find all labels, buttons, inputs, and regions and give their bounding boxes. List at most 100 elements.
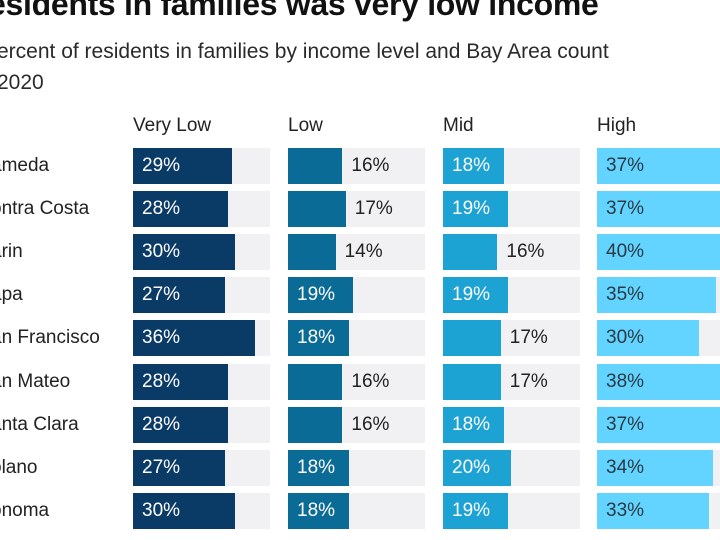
bar-mid (443, 406, 505, 443)
value-label: 18% (297, 327, 336, 349)
bar-track: 17% (443, 363, 580, 400)
bar-mid (443, 277, 508, 314)
value-label: 16% (506, 241, 545, 263)
bar-track: 29% (133, 148, 270, 184)
county-label: an Mateo (0, 370, 71, 392)
value-label: 30% (142, 241, 181, 263)
bar-track: 33% (597, 492, 720, 529)
bar-track: 19% (443, 492, 580, 529)
value-label: 19% (452, 198, 491, 220)
value-label: 19% (452, 284, 491, 306)
bar-very-low (133, 148, 232, 184)
bar-high (597, 363, 720, 400)
bar-low (288, 363, 343, 400)
bar-mid (443, 148, 505, 184)
value-label: 17% (509, 370, 548, 392)
bar-track: 37% (597, 191, 720, 228)
panel-header-low: Low (288, 115, 323, 136)
value-label: 38% (606, 370, 645, 392)
value-label: 18% (297, 456, 336, 478)
value-label: 20% (452, 456, 491, 478)
value-label: 37% (606, 155, 645, 176)
bar-track: 28% (133, 363, 270, 400)
value-label: 18% (452, 413, 491, 435)
bar-high (597, 449, 713, 486)
bar-low (288, 191, 346, 228)
bar-track: 19% (288, 277, 425, 314)
bar-very-low (133, 406, 229, 443)
bar-track: 14% (288, 234, 425, 271)
county-label: olano (0, 456, 38, 478)
bar-track: 37% (597, 148, 720, 184)
bar-track: 36% (133, 320, 270, 357)
bar-track: 20% (443, 449, 580, 486)
value-label: 18% (297, 499, 336, 521)
bar-track: 27% (133, 449, 270, 486)
value-label: 14% (344, 241, 383, 263)
value-label: 16% (351, 413, 390, 435)
bar-high (597, 320, 699, 357)
bar-mid (443, 492, 508, 529)
county-label: ontra Costa (0, 198, 90, 220)
county-label: apa (0, 284, 23, 306)
value-label: 17% (354, 198, 393, 220)
bar-high (597, 406, 720, 443)
bar-track: 28% (133, 406, 270, 443)
bar-track: 17% (443, 320, 580, 357)
county-label: ameda (0, 155, 50, 176)
bar-track: 28% (133, 191, 270, 228)
panel-header-mid: Mid (443, 115, 474, 136)
bar-very-low (133, 492, 235, 529)
bar-track: 27% (133, 277, 270, 314)
subtitle-line-2: 2020 (0, 71, 44, 94)
bar-mid (443, 363, 501, 400)
bar-mid (443, 320, 501, 357)
value-label: 17% (509, 327, 548, 349)
subtitle-line-1: ercent of residents in families by incom… (0, 40, 609, 63)
bar-track: 18% (443, 148, 580, 184)
bar-low (288, 492, 350, 529)
bar-track: 16% (443, 234, 580, 271)
bar-high (597, 234, 720, 271)
value-label: 35% (606, 284, 645, 306)
bar-track: 18% (288, 320, 425, 357)
county-label: an Francisco (0, 327, 100, 349)
bar-track: 16% (288, 406, 425, 443)
bar-track: 35% (597, 277, 720, 314)
bar-very-low (133, 320, 256, 357)
value-label: 18% (452, 155, 491, 176)
bar-mid (443, 449, 511, 486)
value-label: 40% (606, 241, 645, 263)
bar-low (288, 148, 343, 184)
bar-track: 18% (288, 492, 425, 529)
bar-low (288, 320, 350, 357)
value-label: 19% (452, 499, 491, 521)
value-label: 19% (297, 284, 336, 306)
chart-subtitle: ercent of residents in families by incom… (0, 36, 609, 98)
bar-very-low (133, 277, 225, 314)
value-label: 28% (142, 413, 181, 435)
bar-track: 37% (597, 406, 720, 443)
value-label: 37% (606, 413, 645, 435)
value-label: 34% (606, 456, 645, 478)
value-label: 16% (351, 370, 390, 392)
bar-track: 19% (443, 277, 580, 314)
bar-low (288, 234, 336, 271)
value-label: 30% (606, 327, 645, 349)
bar-high (597, 191, 720, 228)
bar-track: 38% (597, 363, 720, 400)
bar-very-low (133, 449, 225, 486)
bar-track: 16% (288, 363, 425, 400)
bar-track: 16% (288, 148, 425, 184)
bar-track: 19% (443, 191, 580, 228)
value-label: 27% (142, 284, 181, 306)
bar-high (597, 277, 716, 314)
value-label: 30% (142, 499, 181, 521)
bar-low (288, 277, 353, 314)
value-label: 28% (142, 198, 181, 220)
bar-very-low (133, 363, 229, 400)
bar-track: 18% (443, 406, 580, 443)
bar-high (597, 148, 720, 184)
